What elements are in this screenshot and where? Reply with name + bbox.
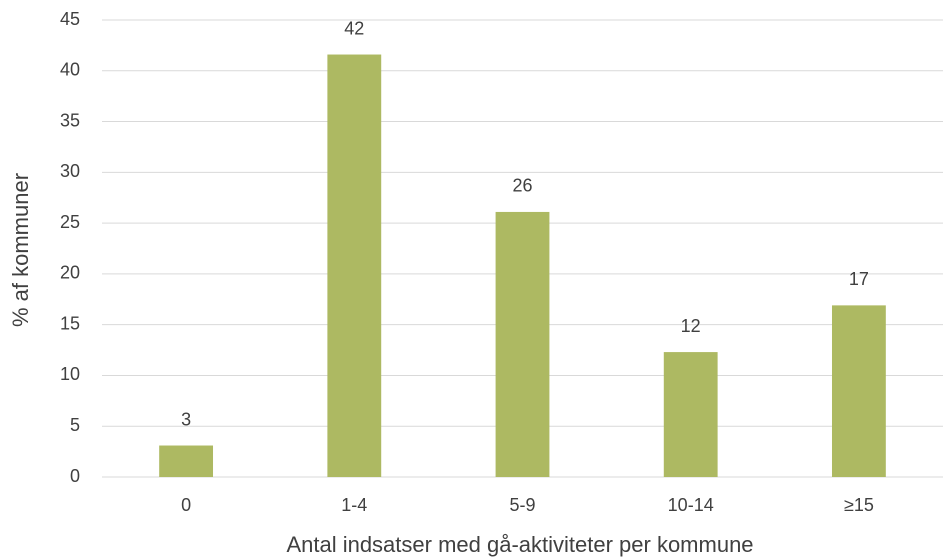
bar <box>663 352 718 477</box>
bar <box>327 54 382 477</box>
y-tick-label: 15 <box>60 313 80 333</box>
data-label: 26 <box>512 176 532 196</box>
x-tick-label: ≥15 <box>844 495 874 515</box>
data-label: 42 <box>344 18 364 38</box>
bar <box>831 305 886 477</box>
data-label: 12 <box>681 316 701 336</box>
y-tick-label: 10 <box>60 364 80 384</box>
y-tick-label: 25 <box>60 212 80 232</box>
y-tick-label: 35 <box>60 110 80 130</box>
y-tick-label: 40 <box>60 60 80 80</box>
y-axis-title: % af kommuner <box>8 173 33 327</box>
y-tick-label: 45 <box>60 9 80 29</box>
x-tick-label: 1-4 <box>341 495 367 515</box>
bar <box>159 445 214 477</box>
x-axis-title: Antal indsatser med gå-aktiviteter per k… <box>286 532 753 557</box>
y-tick-label: 5 <box>70 415 80 435</box>
x-tick-label: 0 <box>181 495 191 515</box>
data-label: 17 <box>849 269 869 289</box>
y-tick-label: 0 <box>70 466 80 486</box>
bar <box>495 211 550 477</box>
data-label: 3 <box>181 409 191 429</box>
y-tick-label: 30 <box>60 161 80 181</box>
x-tick-label: 10-14 <box>668 495 714 515</box>
x-tick-label: 5-9 <box>509 495 535 515</box>
y-tick-label: 20 <box>60 263 80 283</box>
